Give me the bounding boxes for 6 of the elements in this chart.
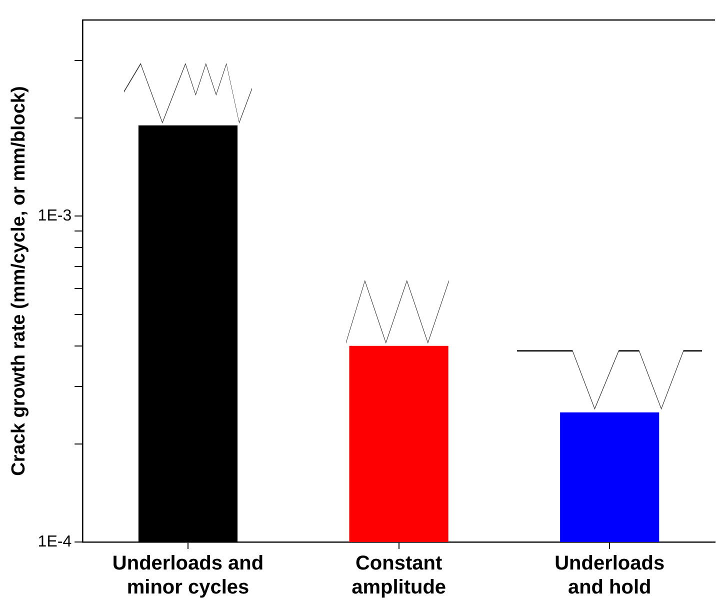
x-tick-label: Constant amplitude [352, 552, 446, 599]
x-tick-label: Underloads and minor cycles [112, 552, 264, 599]
y-tick-label: 1E-3 [38, 208, 72, 225]
y-axis-title: Crack growth rate (mm/cycle, or mm/block) [8, 86, 30, 476]
x-tick-label: Underloads and hold [554, 552, 665, 599]
y-tick-label: 1E-4 [38, 533, 72, 550]
